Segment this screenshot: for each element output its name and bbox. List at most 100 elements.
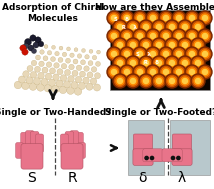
Circle shape (163, 33, 168, 39)
Circle shape (131, 43, 135, 47)
Circle shape (126, 20, 140, 34)
Circle shape (199, 12, 211, 23)
Circle shape (72, 70, 78, 76)
FancyBboxPatch shape (16, 143, 23, 158)
Circle shape (37, 84, 44, 91)
Circle shape (47, 51, 52, 55)
Circle shape (185, 65, 199, 79)
Circle shape (44, 84, 52, 92)
Circle shape (135, 30, 146, 42)
Circle shape (165, 20, 179, 34)
Circle shape (133, 29, 147, 43)
Circle shape (76, 65, 82, 70)
Circle shape (117, 43, 122, 47)
Circle shape (128, 22, 138, 33)
Circle shape (88, 61, 93, 66)
Circle shape (117, 78, 122, 84)
Circle shape (190, 70, 195, 74)
Circle shape (123, 14, 131, 22)
Circle shape (83, 77, 89, 84)
Circle shape (42, 67, 48, 73)
Circle shape (165, 56, 179, 70)
Circle shape (52, 45, 55, 49)
Circle shape (70, 53, 74, 57)
Circle shape (171, 156, 175, 160)
Circle shape (29, 83, 37, 90)
Circle shape (131, 78, 135, 84)
Circle shape (145, 156, 148, 160)
Circle shape (45, 73, 52, 80)
Circle shape (125, 15, 129, 20)
Circle shape (183, 43, 187, 47)
Circle shape (110, 32, 118, 40)
Circle shape (174, 67, 184, 77)
Circle shape (128, 40, 138, 50)
Circle shape (113, 74, 127, 88)
Circle shape (133, 65, 147, 79)
Circle shape (155, 59, 163, 67)
Circle shape (150, 15, 156, 20)
Circle shape (77, 54, 82, 58)
Circle shape (150, 33, 156, 39)
Circle shape (68, 76, 74, 82)
Circle shape (24, 39, 31, 46)
Circle shape (196, 78, 201, 84)
Circle shape (79, 71, 86, 77)
Circle shape (43, 56, 48, 61)
Circle shape (149, 50, 157, 58)
Circle shape (34, 66, 40, 72)
Circle shape (39, 61, 44, 67)
Circle shape (201, 68, 209, 76)
Circle shape (202, 15, 208, 20)
Circle shape (128, 75, 138, 87)
Circle shape (153, 75, 165, 87)
Circle shape (191, 20, 205, 34)
Circle shape (41, 78, 48, 85)
Circle shape (180, 75, 190, 87)
Circle shape (194, 59, 202, 67)
Circle shape (153, 57, 165, 68)
Circle shape (162, 14, 170, 22)
Circle shape (95, 61, 100, 66)
Circle shape (58, 57, 63, 62)
Circle shape (194, 77, 202, 85)
Circle shape (147, 67, 159, 77)
Circle shape (94, 84, 101, 91)
Circle shape (196, 43, 201, 47)
Circle shape (52, 85, 59, 93)
Circle shape (111, 51, 116, 57)
Circle shape (186, 30, 198, 42)
Circle shape (71, 82, 78, 89)
Circle shape (181, 41, 189, 49)
Circle shape (46, 62, 52, 67)
Circle shape (31, 49, 37, 53)
Circle shape (114, 22, 125, 33)
Circle shape (168, 23, 176, 31)
Text: How are they Assembled?: How are they Assembled? (95, 3, 214, 12)
Circle shape (188, 68, 196, 76)
Circle shape (80, 60, 85, 65)
FancyBboxPatch shape (21, 144, 43, 169)
Circle shape (146, 65, 160, 79)
Circle shape (177, 156, 180, 160)
Circle shape (131, 25, 135, 29)
Circle shape (185, 11, 199, 25)
Circle shape (33, 42, 39, 48)
Circle shape (135, 12, 146, 23)
Circle shape (75, 76, 82, 83)
Circle shape (156, 78, 162, 84)
Circle shape (156, 60, 162, 66)
Circle shape (113, 20, 127, 34)
Circle shape (155, 23, 163, 31)
Circle shape (185, 29, 199, 43)
Circle shape (144, 78, 149, 84)
Circle shape (172, 65, 186, 79)
FancyBboxPatch shape (30, 132, 39, 154)
Circle shape (175, 68, 183, 76)
FancyBboxPatch shape (143, 149, 163, 162)
Circle shape (174, 12, 184, 23)
Circle shape (90, 78, 97, 84)
Circle shape (139, 38, 153, 52)
Circle shape (111, 15, 116, 20)
Circle shape (142, 41, 150, 49)
